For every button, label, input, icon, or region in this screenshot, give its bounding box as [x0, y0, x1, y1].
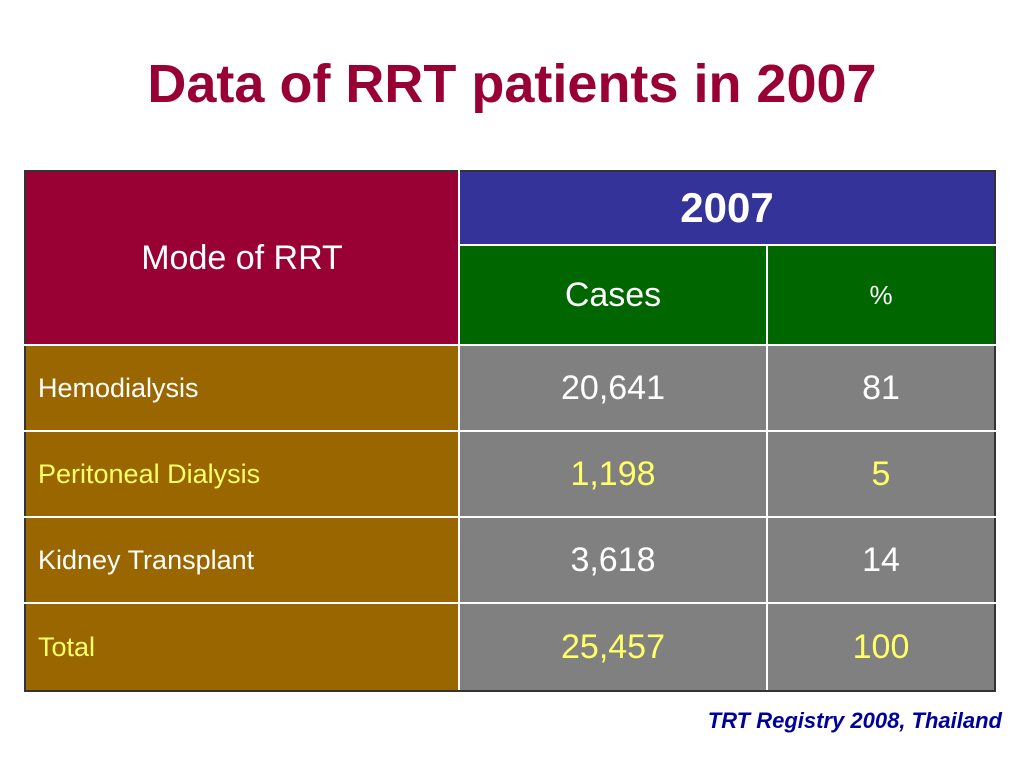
row-label-hemodialysis: Hemodialysis: [24, 344, 460, 432]
row-label-kidney-transplant: Kidney Transplant: [24, 516, 460, 604]
rrt-data-table: Mode of RRT 2007 Cases % Hemodialysis 20…: [24, 170, 996, 692]
percent-cell-total: 100: [766, 602, 996, 692]
percent-cell-peritoneal-dialysis: 5: [766, 430, 996, 518]
year-header-cell: 2007: [458, 170, 996, 246]
table-header-row: Mode of RRT 2007: [24, 170, 996, 346]
mode-header-cell: Mode of RRT: [24, 170, 460, 346]
slide-title: Data of RRT patients in 2007: [147, 54, 877, 114]
row-label-total: Total: [24, 602, 460, 692]
cases-cell-kidney-transplant: 3,618: [458, 516, 768, 604]
cases-cell-peritoneal-dialysis: 1,198: [458, 430, 768, 518]
cases-header-cell: Cases: [458, 244, 768, 346]
row-label-peritoneal-dialysis: Peritoneal Dialysis: [24, 430, 460, 518]
percent-cell-kidney-transplant: 14: [766, 516, 996, 604]
table-row-total: Total 25,457 100: [24, 602, 996, 692]
cases-cell-hemodialysis: 20,641: [458, 344, 768, 432]
table-row: Peritoneal Dialysis 1,198 5: [24, 430, 996, 518]
table-subheader-row: Cases %: [25, 244, 996, 346]
cases-cell-total: 25,457: [458, 602, 768, 692]
source-citation: TRT Registry 2008, Thailand: [707, 708, 1002, 733]
table-row: Hemodialysis 20,641 81: [24, 344, 996, 432]
percent-cell-hemodialysis: 81: [766, 344, 996, 432]
percent-header-cell: %: [766, 244, 996, 346]
table-row: Kidney Transplant 3,618 14: [24, 516, 996, 604]
